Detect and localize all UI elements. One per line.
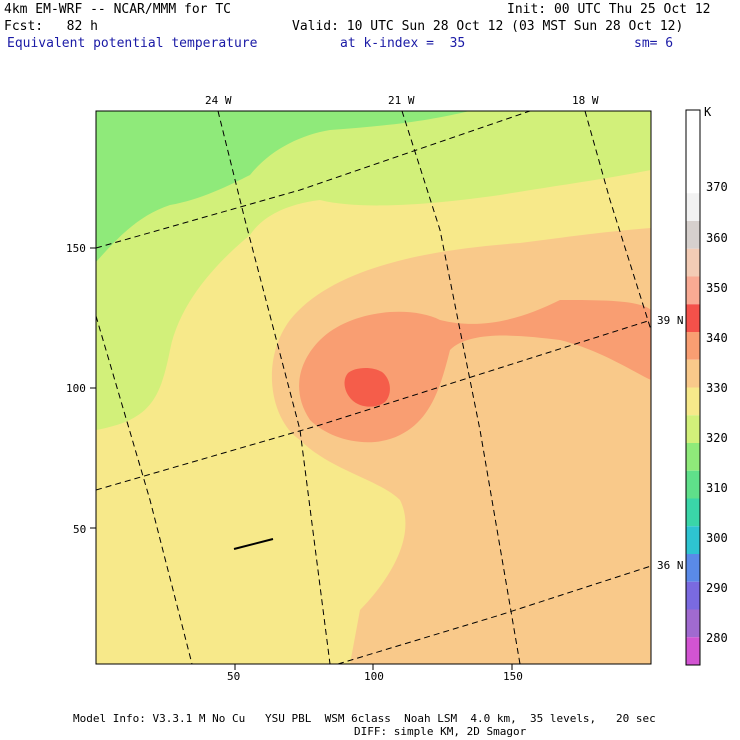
colorbar-segment	[686, 526, 700, 554]
cb-label-310: 310	[706, 481, 728, 495]
colorbar-segment	[686, 248, 700, 277]
forecast-hour: Fcst: 82 h	[4, 19, 98, 34]
lon-label-21w: 21 W	[388, 94, 415, 107]
meridian-21w	[401, 111, 521, 664]
colorbar-segment	[686, 387, 700, 416]
band-350-360	[299, 300, 651, 443]
band-360-370	[344, 367, 390, 407]
cb-label-350: 350	[706, 281, 728, 295]
cb-label-340: 340	[706, 331, 728, 345]
colorbar-segment	[686, 137, 700, 166]
colorbar-frame	[685, 109, 701, 666]
parallel-top	[96, 111, 531, 249]
axis-ticks	[90, 247, 513, 670]
valid-time: Valid: 10 UTC Sun 28 Oct 12 (03 MST Sun …	[292, 19, 684, 34]
lon-label-18w: 18 W	[572, 94, 599, 107]
cb-label-300: 300	[706, 531, 728, 545]
colorbar-segment	[686, 443, 700, 471]
colorbar	[685, 109, 701, 666]
k-index: at k-index = 35	[340, 36, 466, 51]
y-tick-150: 150	[66, 242, 86, 255]
y-tick-50: 50	[73, 523, 86, 536]
colorbar-segment	[686, 581, 700, 610]
theta-e-field	[96, 111, 651, 664]
model-title: 4km EM-WRF -- NCAR/MMM for TC	[4, 2, 231, 17]
parallel-39n	[96, 319, 651, 491]
cb-label-330: 330	[706, 381, 728, 395]
colorbar-segment	[686, 221, 700, 249]
smoothing: sm= 6	[634, 36, 674, 51]
colorbar-segment	[686, 276, 700, 305]
cb-label-360: 360	[706, 231, 728, 245]
band-310-320	[96, 111, 470, 262]
colorbar-segment	[686, 110, 700, 138]
colorbar-segment	[686, 165, 700, 194]
lat-label-36n: 36 N	[657, 559, 684, 572]
colorbar-unit: K	[704, 105, 712, 119]
cb-label-290: 290	[706, 581, 728, 595]
colorbar-segment	[686, 554, 700, 582]
colorbar-segment	[686, 304, 700, 332]
cb-label-370: 370	[706, 180, 728, 194]
colorbar-segment	[686, 359, 700, 388]
latlon-grid	[96, 111, 651, 664]
model-info: Model Info: V3.3.1 M No Cu YSU PBL WSM 6…	[73, 712, 656, 725]
parallel-36n	[337, 565, 651, 664]
colorbar-segment	[686, 609, 700, 638]
diffusion-info: DIFF: simple KM, 2D Smagor	[354, 725, 527, 738]
colorbar-segment	[686, 193, 700, 221]
colorbar-segment	[686, 470, 700, 499]
x-tick-100: 100	[364, 670, 384, 683]
x-tick-150: 150	[503, 670, 523, 683]
meridian-27w	[96, 315, 193, 664]
meridian-24w	[217, 111, 331, 664]
lat-label-39n: 39 N	[657, 314, 684, 327]
init-time: Init: 00 UTC Thu 25 Oct 12	[507, 2, 711, 17]
cb-label-320: 320	[706, 431, 728, 445]
colorbar-segment	[686, 415, 700, 443]
lon-label-24w: 24 W	[205, 94, 232, 107]
band-320-330	[96, 111, 651, 430]
cb-label-280: 280	[706, 631, 728, 645]
field-name: Equivalent potential temperature	[7, 36, 258, 51]
colorbar-segment	[686, 332, 700, 360]
colorbar-labels: 370 360 350 340 330 320 310 300 290 280	[706, 180, 728, 645]
colorbar-segment	[686, 637, 700, 665]
y-tick-100: 100	[66, 382, 86, 395]
meridian-18w	[584, 111, 651, 331]
band-330-340	[96, 111, 651, 664]
wind-vector	[233, 538, 274, 550]
x-tick-50: 50	[227, 670, 240, 683]
colorbar-segment	[686, 498, 700, 527]
